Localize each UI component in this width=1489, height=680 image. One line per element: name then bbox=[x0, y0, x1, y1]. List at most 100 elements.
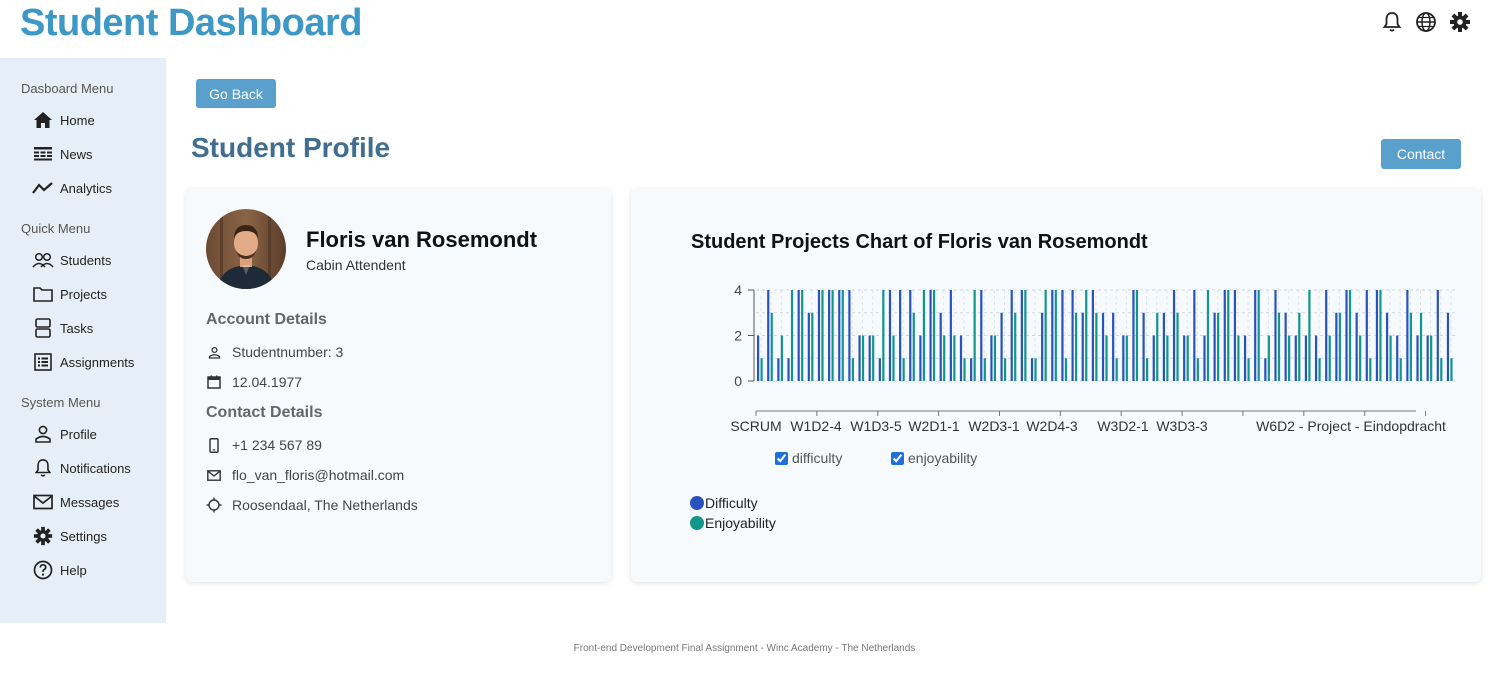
sidebar-item-label: Students bbox=[60, 252, 112, 268]
bar-difficulty bbox=[1112, 312, 1115, 381]
bar-enjoyability bbox=[1095, 312, 1098, 381]
sidebar-item-label: Tasks bbox=[60, 320, 94, 336]
bar-difficulty bbox=[1041, 312, 1044, 381]
sidebar-item-news[interactable]: News bbox=[32, 142, 93, 166]
legend-enjoyability-label: Enjoyability bbox=[705, 515, 776, 531]
bar-enjoyability bbox=[1369, 358, 1372, 381]
bar-difficulty bbox=[1223, 290, 1226, 381]
sidebar-item-analytics[interactable]: Analytics bbox=[32, 176, 112, 200]
bar-difficulty bbox=[980, 290, 983, 381]
legend-difficulty: Difficulty bbox=[690, 495, 758, 511]
sidebar-item-help[interactable]: Help bbox=[32, 558, 87, 582]
bar-enjoyability bbox=[1003, 358, 1007, 381]
bar-difficulty bbox=[1385, 312, 1389, 381]
bar-enjoyability bbox=[1348, 290, 1352, 381]
bar-enjoyability bbox=[1186, 335, 1189, 381]
studentnumber-row: Studentnumber: 3 bbox=[206, 342, 343, 362]
sidebar-item-home[interactable]: Home bbox=[32, 108, 95, 132]
bar-difficulty bbox=[1446, 312, 1450, 381]
bar-difficulty bbox=[1183, 335, 1186, 381]
bar-difficulty bbox=[1142, 312, 1145, 381]
toggle-enjoyability[interactable]: enjoyability bbox=[891, 450, 977, 466]
project-bar-chart: 0 2 4 SCRUM W1D2-4 W1D3-5 W2D1-1 W2D3-1 W2D4-3 W… bbox=[730, 284, 1456, 434]
go-back-button[interactable]: Go Back bbox=[196, 79, 276, 108]
tasks-icon bbox=[32, 317, 54, 339]
y-tick-label: 2 bbox=[734, 328, 742, 344]
bar-difficulty bbox=[1406, 290, 1409, 381]
sidebar-item-label: Home bbox=[60, 112, 95, 128]
bar-difficulty bbox=[1365, 290, 1368, 381]
bar-enjoyability bbox=[1359, 335, 1362, 381]
footer: Front-end Development Final Assignment -… bbox=[573, 643, 916, 654]
bar-difficulty bbox=[1325, 290, 1328, 381]
bar-difficulty bbox=[1416, 335, 1419, 381]
bar-enjoyability bbox=[872, 335, 875, 381]
sidebar-item-students[interactable]: Students bbox=[32, 248, 111, 272]
toggle-difficulty-checkbox[interactable] bbox=[775, 451, 788, 465]
bar-difficulty bbox=[1071, 290, 1074, 381]
assignments-icon bbox=[32, 351, 54, 373]
bar-enjoyability bbox=[993, 335, 997, 381]
bar-enjoyability bbox=[983, 358, 986, 381]
bar-enjoyability bbox=[841, 290, 844, 381]
bar-difficulty bbox=[899, 290, 902, 381]
sidebar-item-assignments[interactable]: Assignments bbox=[32, 350, 134, 374]
sidebar-item-label: Help bbox=[60, 562, 87, 578]
toggle-difficulty[interactable]: difficulty bbox=[775, 450, 842, 466]
bar-difficulty bbox=[1294, 335, 1297, 381]
sidebar-item-profile[interactable]: Profile bbox=[32, 422, 97, 446]
phone-value: +1 234 567 89 bbox=[232, 437, 322, 453]
bar-difficulty bbox=[838, 290, 841, 381]
bar-difficulty bbox=[1122, 335, 1125, 381]
sidebar-item-settings[interactable]: Settings bbox=[32, 524, 107, 548]
bar-enjoyability bbox=[892, 335, 895, 381]
y-tick-label: 0 bbox=[734, 373, 742, 389]
sidebar-item-tasks[interactable]: Tasks bbox=[32, 316, 93, 340]
bar-enjoyability bbox=[1338, 312, 1341, 381]
bar-enjoyability bbox=[882, 290, 885, 381]
bar-difficulty bbox=[1233, 290, 1237, 381]
legend-enjoyability: Enjoyability bbox=[690, 515, 776, 531]
bar-enjoyability bbox=[1399, 358, 1402, 381]
bar-enjoyability bbox=[943, 335, 946, 381]
bar-enjoyability bbox=[1125, 335, 1128, 381]
bar-enjoyability bbox=[1105, 335, 1108, 381]
bell-icon[interactable] bbox=[1381, 10, 1403, 34]
bar-enjoyability bbox=[1257, 290, 1260, 381]
bar-difficulty bbox=[949, 290, 952, 381]
bar-difficulty bbox=[1172, 290, 1176, 381]
analytics-icon bbox=[32, 177, 54, 199]
bar-difficulty bbox=[1254, 290, 1257, 381]
bar-difficulty bbox=[1162, 312, 1165, 381]
contact-button[interactable]: Contact bbox=[1381, 139, 1461, 169]
sidebar-item-projects[interactable]: Projects bbox=[32, 282, 107, 306]
bar-enjoyability bbox=[922, 290, 926, 381]
chart-title: Student Projects Chart of Floris van Ros… bbox=[691, 231, 1148, 253]
bar-difficulty bbox=[1314, 335, 1318, 381]
x-tick-label: W1D3-5 bbox=[850, 418, 902, 434]
bar-enjoyability bbox=[1217, 312, 1220, 381]
phone-icon bbox=[206, 437, 222, 453]
bar-enjoyability bbox=[912, 312, 915, 381]
bar-enjoyability bbox=[1419, 312, 1423, 381]
gear-icon[interactable] bbox=[1449, 10, 1471, 34]
legend-dot-enjoyability bbox=[690, 516, 704, 530]
toggle-enjoyability-checkbox[interactable] bbox=[891, 451, 904, 465]
sidebar: Dasboard Menu Home News Analytics Quick … bbox=[0, 58, 166, 623]
bar-enjoyability bbox=[963, 358, 966, 381]
bar-enjoyability bbox=[1298, 312, 1301, 381]
bar-difficulty bbox=[878, 358, 881, 381]
students-icon bbox=[32, 249, 54, 271]
sidebar-item-messages[interactable]: Messages bbox=[32, 490, 119, 514]
studentnumber-value: Studentnumber: 3 bbox=[232, 344, 344, 360]
home-icon bbox=[32, 109, 54, 131]
sidebar-item-notifications[interactable]: Notifications bbox=[32, 456, 131, 480]
profile-icon bbox=[32, 423, 54, 445]
folder-icon bbox=[32, 283, 54, 305]
bar-difficulty bbox=[1345, 290, 1348, 381]
globe-icon[interactable] bbox=[1415, 10, 1437, 34]
bar-enjoyability bbox=[1044, 290, 1047, 381]
bar-enjoyability bbox=[1430, 335, 1433, 381]
calendar-icon bbox=[206, 374, 222, 390]
bar-difficulty bbox=[1335, 312, 1338, 381]
